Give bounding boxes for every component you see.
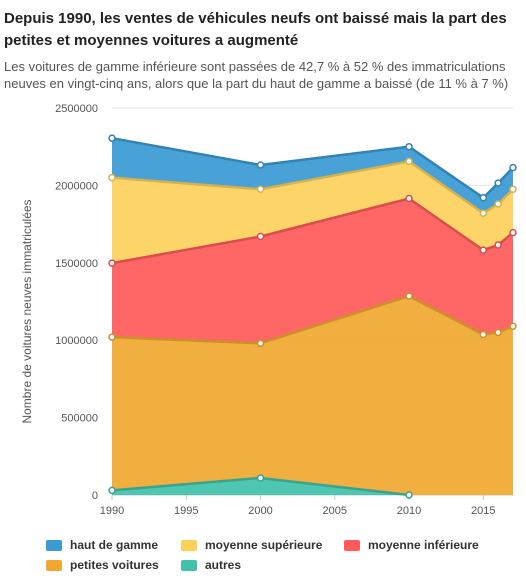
data-point-autres — [108, 486, 116, 495]
legend-label: autres — [205, 558, 242, 572]
data-point-petites-voitures — [108, 333, 116, 341]
x-tick-label: 1995 — [174, 505, 198, 517]
legend-item-autres[interactable]: autres — [181, 558, 344, 572]
legend-label: moyenne inférieure — [368, 538, 479, 552]
data-point-moyenne-superieure — [405, 157, 413, 166]
y-tick-label: 0 — [92, 490, 98, 502]
x-tick-label: 2015 — [471, 505, 495, 517]
data-point-autres — [256, 474, 265, 482]
data-point-haut-de-gamme — [479, 194, 488, 202]
y-tick-label: 1000000 — [55, 335, 98, 347]
legend-swatch — [46, 539, 62, 551]
chart-subtitle: Les voitures de gamme inférieure sont pa… — [4, 59, 509, 91]
data-point-moyenne-inferieure — [256, 232, 265, 241]
chart-legend: haut de gamme moyenne supérieure moyenne i… — [46, 538, 516, 572]
legend-item-haut-de-gamme[interactable]: haut de gamme — [46, 538, 181, 552]
data-point-moyenne-superieure — [494, 200, 502, 208]
x-tick-label: 2005 — [323, 505, 347, 517]
data-point-moyenne-inferieure — [108, 259, 116, 267]
data-point-petites-voitures — [479, 330, 488, 339]
data-point-petites-voitures — [405, 292, 413, 300]
legend-swatch — [46, 559, 62, 571]
data-point-autres — [405, 491, 413, 499]
y-tick-label: 500000 — [61, 413, 98, 425]
area-moyenne-superieure — [112, 161, 513, 264]
legend-label: petites voitures — [70, 558, 159, 572]
data-point-haut-de-gamme — [509, 163, 517, 172]
data-point-petites-voitures — [494, 328, 502, 337]
legend-label: haut de gamme — [70, 538, 159, 552]
data-point-moyenne-superieure — [256, 185, 265, 194]
y-tick-label: 1500000 — [55, 258, 98, 270]
data-point-moyenne-superieure — [509, 185, 517, 194]
x-tick-label: 2000 — [248, 505, 272, 517]
data-point-haut-de-gamme — [108, 134, 116, 142]
legend-swatch — [181, 539, 197, 551]
data-point-moyenne-inferieure — [405, 194, 413, 203]
data-point-petites-voitures — [256, 339, 265, 348]
legend-item-moyenne-inferieure[interactable]: moyenne inférieure — [344, 538, 504, 552]
x-tick-label: 1990 — [100, 505, 124, 517]
y-axis-label: Nombre de voitures neuves immatriculées — [20, 199, 34, 423]
data-point-moyenne-superieure — [108, 173, 116, 182]
data-point-moyenne-inferieure — [509, 228, 517, 237]
area-moyenne-inferieure — [112, 198, 513, 344]
chart-title: Depuis 1990, les ventes de véhicules neu… — [4, 10, 507, 49]
data-point-moyenne-inferieure — [479, 246, 488, 254]
x-tick-label: 2010 — [397, 505, 421, 517]
area-petites-voitures — [112, 296, 513, 495]
data-point-petites-voitures — [509, 322, 517, 331]
legend-swatch — [344, 539, 360, 551]
area-autres — [112, 477, 410, 495]
legend-item-moyenne-superieure[interactable]: moyenne supérieure — [181, 538, 344, 552]
data-point-moyenne-inferieure — [494, 241, 502, 249]
data-point-moyenne-superieure — [479, 209, 488, 218]
legend-item-petites-voitures[interactable]: petites voitures — [46, 558, 181, 572]
data-point-haut-de-gamme — [256, 161, 265, 169]
legend-swatch — [181, 559, 197, 571]
data-point-haut-de-gamme — [494, 179, 502, 187]
data-point-haut-de-gamme — [405, 142, 413, 151]
y-tick-label: 2500000 — [55, 103, 98, 115]
y-tick-label: 2000000 — [55, 180, 98, 192]
legend-label: moyenne supérieure — [205, 538, 323, 552]
